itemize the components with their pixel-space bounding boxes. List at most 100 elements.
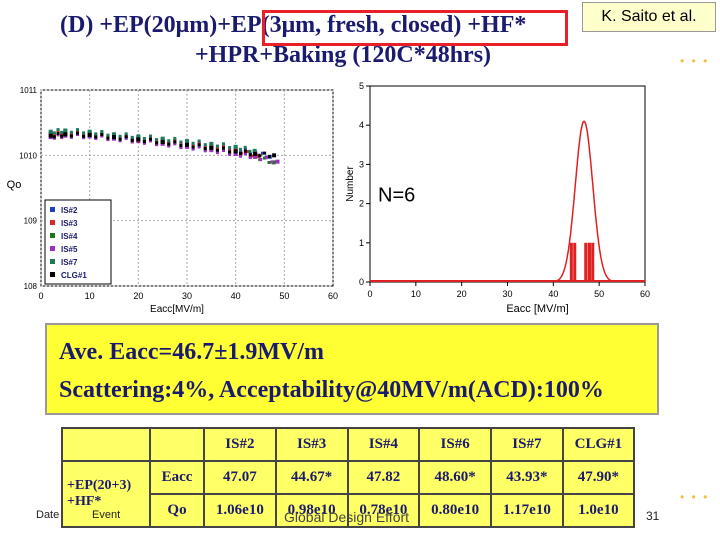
table-cell: 44.67* (274, 460, 349, 495)
data-point (197, 145, 201, 149)
y-tick-label: 108 (24, 282, 38, 291)
data-point (167, 142, 171, 146)
data-point (60, 134, 64, 138)
data-point (155, 138, 159, 142)
data-point (243, 152, 247, 156)
data-point (82, 134, 86, 138)
legend-marker (50, 220, 55, 225)
table-cell: 1.0e10 (561, 493, 636, 528)
y-tick-label: 2 (359, 199, 364, 209)
x-axis-label: Eacc [MV/m] (506, 303, 568, 315)
data-point (52, 135, 56, 139)
data-point (124, 136, 128, 140)
data-point (222, 149, 225, 153)
data-point (149, 137, 152, 141)
page-number: 31 (646, 509, 660, 523)
data-point (267, 154, 271, 158)
y-tick-label: 1 (359, 238, 364, 248)
data-point (94, 132, 98, 136)
data-point (69, 134, 73, 138)
data-point (112, 135, 116, 140)
legend-label: IS#5 (61, 245, 78, 254)
data-point (142, 136, 146, 140)
data-point (209, 148, 214, 153)
data-point (238, 147, 242, 151)
histogram-bar (588, 242, 592, 282)
data-point (112, 132, 116, 137)
data-point (173, 136, 177, 140)
data-point (248, 149, 252, 153)
data-point (56, 128, 60, 132)
slide-title: (D) +EP(20μm)+EP(3μm, fresh, closed) +HF… (60, 12, 527, 38)
data-point (124, 135, 128, 139)
table-cell: 48.60* (418, 460, 492, 495)
data-point (215, 144, 219, 148)
results-table: IS#2 IS#3 IS#4 IS#6 IS#7 CLG#1 +EP(20+3)… (61, 427, 636, 528)
y-tick-label: 1011 (20, 86, 38, 95)
data-point (130, 135, 134, 139)
histogram-bar (569, 242, 573, 282)
data-point (63, 132, 68, 137)
data-point (197, 143, 201, 147)
data-point (243, 145, 247, 149)
data-point (124, 132, 128, 136)
data-point (106, 133, 110, 137)
x-tick-label: 50 (594, 289, 604, 299)
table-corner-cell-2 (149, 427, 205, 462)
x-tick-label: 30 (182, 291, 192, 301)
data-point (243, 147, 247, 151)
data-point (185, 139, 189, 144)
histogram-bar (591, 242, 595, 282)
data-point (87, 129, 92, 134)
data-point (106, 138, 110, 142)
x-tick-label: 50 (279, 291, 289, 301)
data-point (48, 133, 53, 138)
data-point (100, 129, 104, 133)
data-point (167, 139, 171, 143)
data-point (271, 160, 276, 165)
legend-label: IS#3 (61, 219, 78, 228)
table-cell: 1.17e10 (490, 493, 564, 528)
table-cell: 1.06e10 (203, 493, 277, 528)
table-header-cell: IS#2 (203, 427, 277, 462)
table-row-label: Qo (149, 493, 205, 528)
table-cell: 0.80e10 (418, 493, 492, 528)
decor-dots-bottom: • • • (680, 490, 710, 504)
data-point (76, 131, 79, 135)
data-point (197, 139, 201, 143)
x-tick-label: 40 (548, 289, 558, 299)
data-point (185, 142, 189, 147)
data-point (82, 131, 86, 135)
data-point (239, 152, 243, 156)
y-tick-label: 1010 (19, 151, 37, 160)
data-point (63, 128, 68, 133)
table-header-cell: IS#3 (274, 427, 349, 462)
data-point (248, 153, 252, 157)
data-point (160, 136, 165, 141)
data-point (272, 153, 277, 158)
x-tick-label: 20 (457, 289, 467, 299)
x-tick-label: 30 (502, 289, 512, 299)
table-header-cell: CLG#1 (561, 427, 636, 462)
data-point (233, 149, 238, 154)
data-point (155, 141, 159, 145)
data-point (130, 138, 134, 142)
legend-label: IS#4 (61, 232, 78, 241)
x-tick-label: 40 (231, 291, 241, 301)
legend-label: IS#2 (61, 206, 78, 215)
data-point (149, 139, 152, 143)
table-cell: 47.82 (346, 460, 421, 495)
data-point (215, 151, 219, 155)
data-point (248, 151, 252, 155)
data-point (259, 158, 263, 162)
y-axis-label: Qo (7, 179, 22, 191)
x-tick-label: 10 (85, 291, 95, 301)
summary-box: Ave. Eacc=46.7±1.9MV/m Scattering:4%, Ac… (45, 323, 659, 415)
slide-subtitle: +HPR+Baking (120C*48hrs) (195, 42, 492, 68)
data-point (136, 137, 141, 142)
data-point (233, 151, 238, 156)
legend-marker (50, 233, 55, 238)
data-point (270, 160, 274, 164)
data-point (191, 147, 195, 151)
table-cell: 47.90* (561, 460, 636, 495)
